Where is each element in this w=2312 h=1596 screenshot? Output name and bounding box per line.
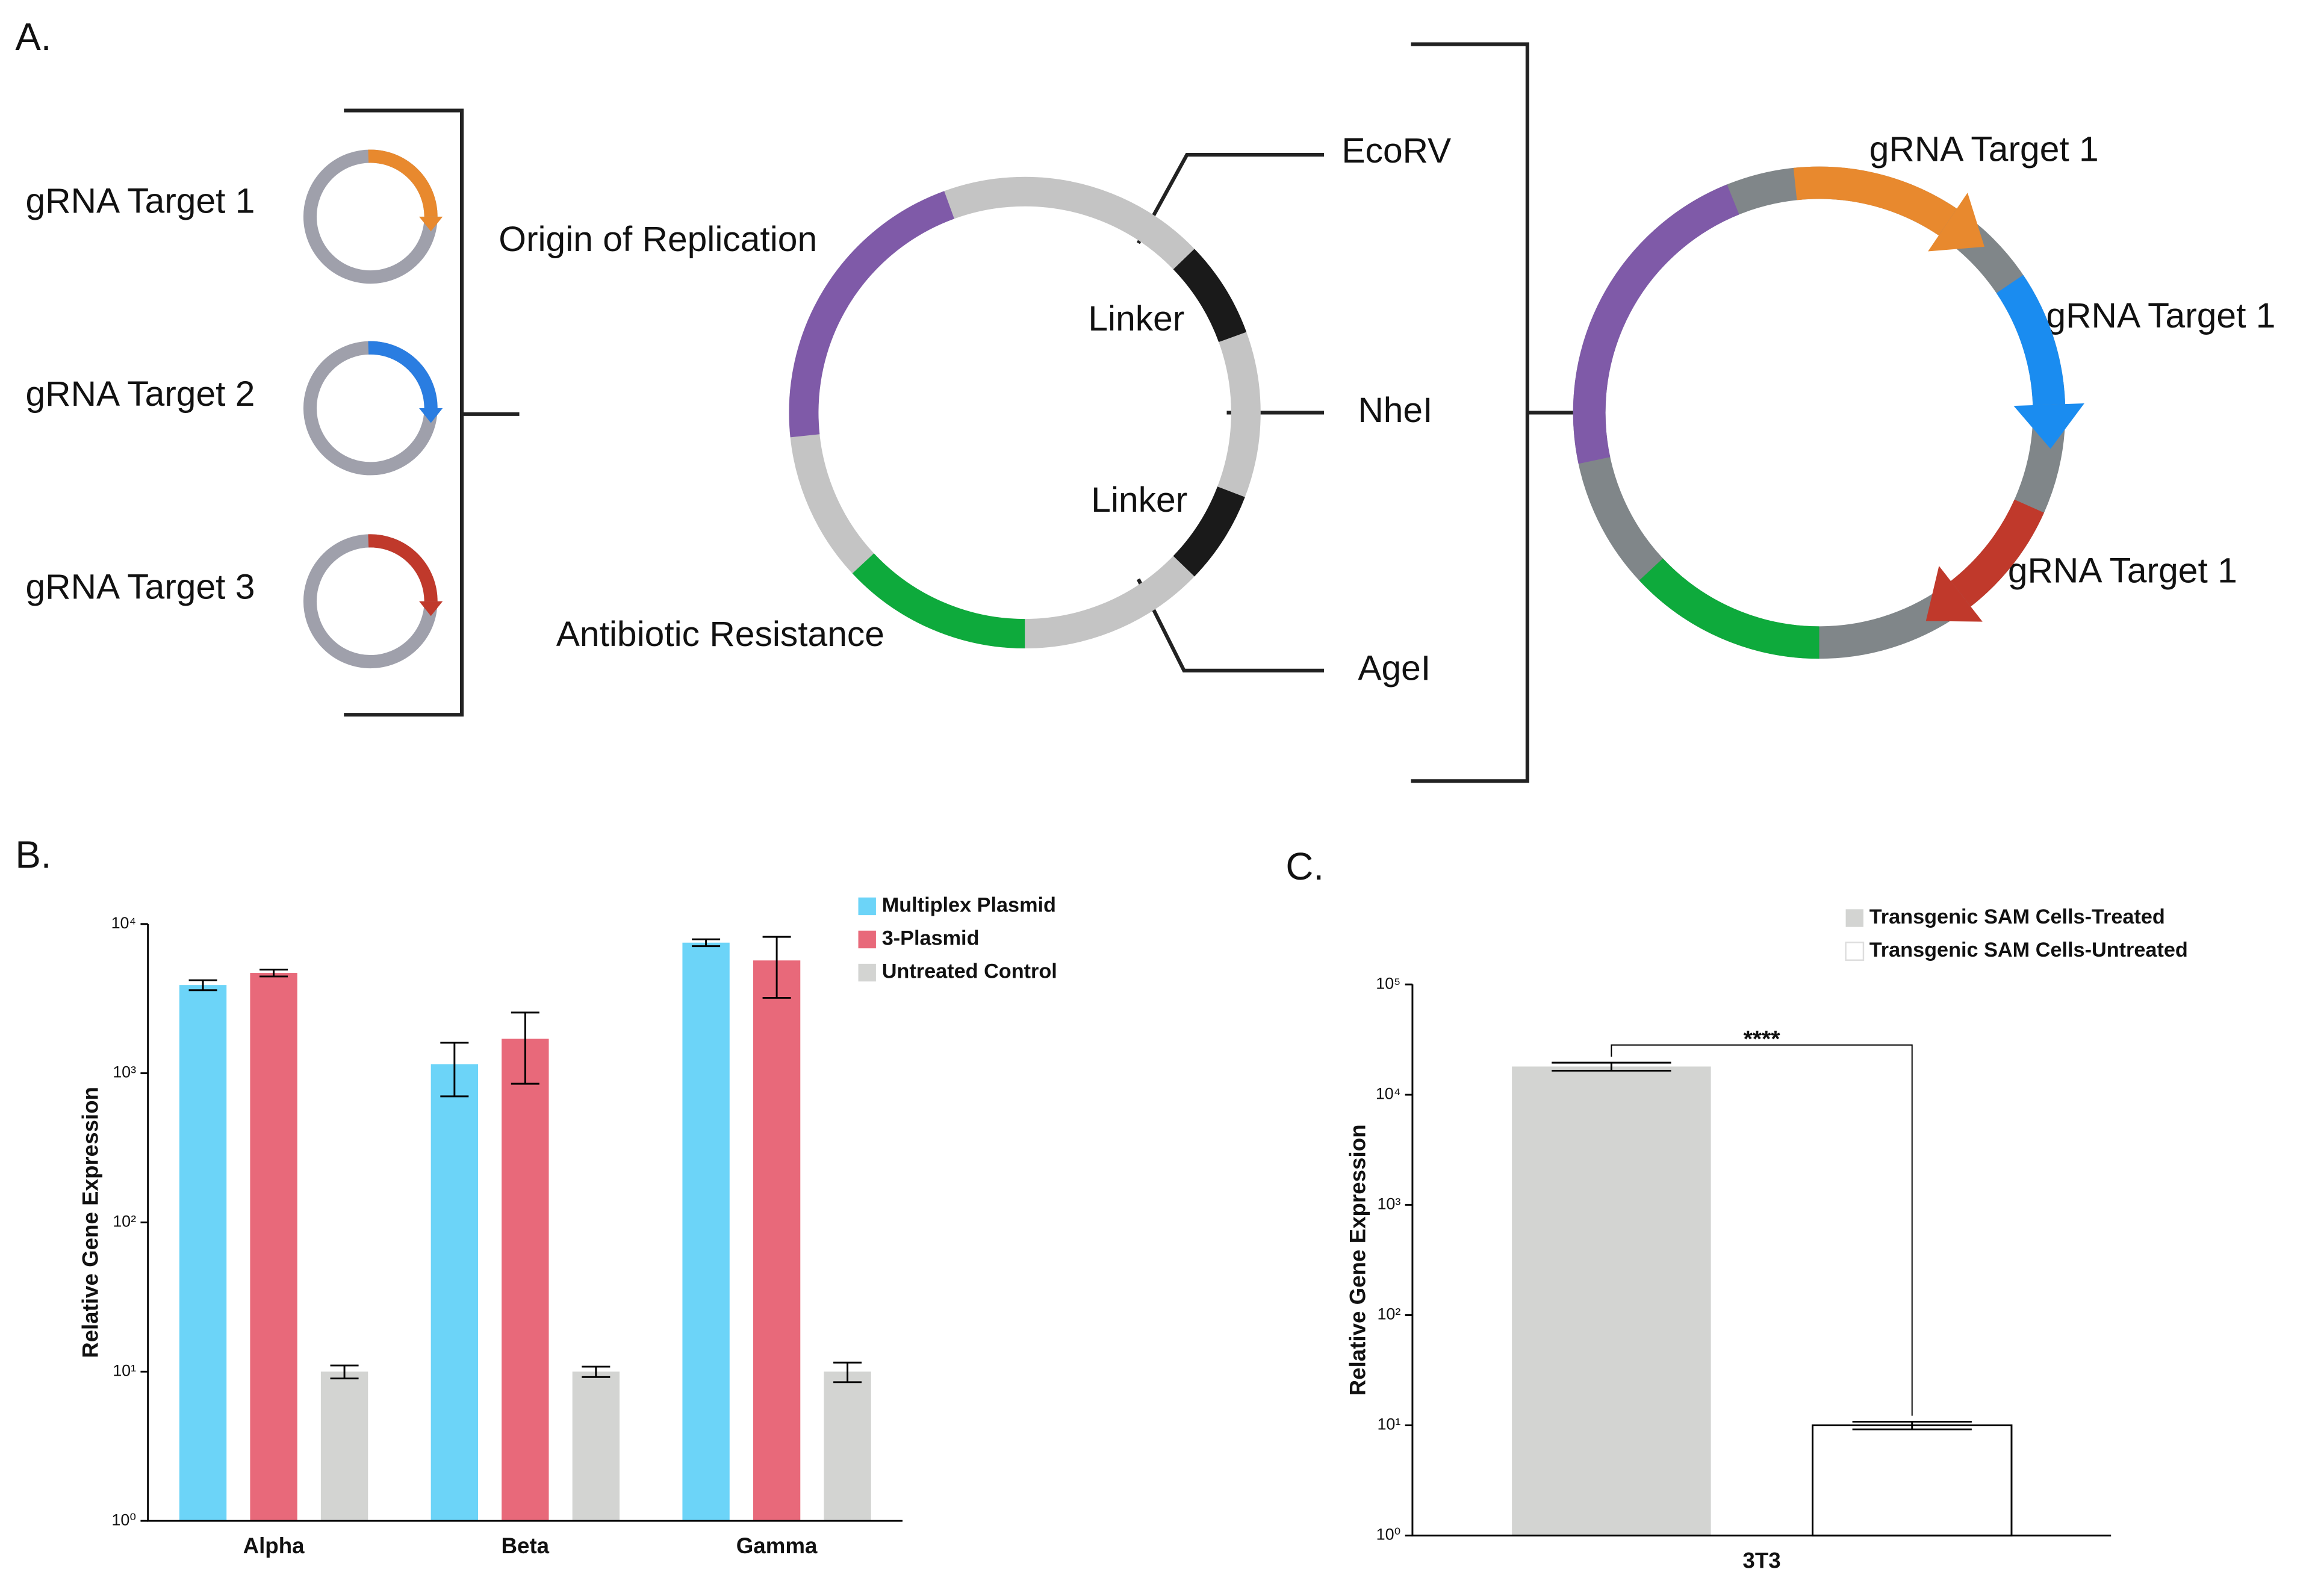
- bar: [179, 985, 227, 1521]
- y-axis-label: Relative Gene Expression: [78, 1087, 102, 1358]
- significance-bracket: [1611, 1044, 1913, 1416]
- plasmid-segment: [1950, 499, 2044, 607]
- error-bar: [259, 969, 288, 978]
- panel-label: B.: [15, 833, 51, 876]
- plasmid-segment: [368, 149, 438, 217]
- error-bar: [440, 1042, 469, 1098]
- insert-label: gRNA Target 3: [26, 568, 255, 607]
- legend-label: Transgenic SAM Cells-Treated: [1869, 905, 2165, 928]
- bar: [502, 1039, 549, 1521]
- plasmid-segment: [368, 341, 438, 409]
- error-bar: [762, 936, 791, 999]
- bar: [430, 1064, 478, 1521]
- legend-swatch: [858, 963, 876, 982]
- axes: [1411, 984, 2112, 1537]
- legend-swatch: [858, 930, 876, 949]
- insert-label: gRNA Target 1: [1869, 130, 2099, 169]
- plasmid-segment: [789, 191, 954, 438]
- bar: [682, 942, 730, 1521]
- insert-label: gRNA Target 1: [2046, 296, 2275, 335]
- plasmid-segment: [1639, 558, 1819, 659]
- arrowhead: [1925, 566, 1983, 622]
- insert-label: gRNA Target 2: [26, 374, 255, 414]
- error-bar: [188, 979, 217, 992]
- y-tick-label: 10⁴: [111, 914, 136, 932]
- bar: [572, 1371, 620, 1521]
- plasmid-segment: [368, 534, 438, 602]
- plasmid-segment: [1573, 184, 1739, 464]
- legend-swatch: [858, 897, 876, 916]
- legend-swatch: [1845, 942, 1865, 961]
- y-tick-label: 10²: [1377, 1305, 1400, 1323]
- arrowhead: [2013, 403, 2084, 449]
- y-tick-label: 10⁰: [1376, 1526, 1401, 1544]
- y-tick-label: 10⁰: [111, 1511, 136, 1529]
- site-label: AgeI: [1358, 648, 1431, 688]
- error-bar: [1852, 1420, 1972, 1430]
- bar: [1512, 1066, 1711, 1536]
- bracket: [1411, 42, 1580, 783]
- legend-label: Multiplex Plasmid: [882, 893, 1056, 916]
- y-tick-label: 10²: [113, 1213, 136, 1231]
- plasmid-segment: [1173, 249, 1247, 343]
- feature-label: Antibiotic Resistance: [556, 615, 884, 654]
- plasmid-segment: [852, 553, 1025, 649]
- bar: [1812, 1424, 2013, 1537]
- panel-label: A.: [15, 16, 51, 58]
- bar: [250, 973, 297, 1521]
- insert-label: gRNA Target 1: [2008, 551, 2237, 591]
- y-tick-label: 10³: [1377, 1194, 1400, 1213]
- arrowhead: [1928, 193, 1984, 252]
- y-tick-label: 10¹: [1377, 1415, 1400, 1433]
- x-tick-label: Alpha: [243, 1533, 305, 1558]
- y-tick-label: 10⁴: [1376, 1084, 1401, 1102]
- y-tick-label: 10³: [113, 1063, 136, 1081]
- bar: [753, 960, 801, 1521]
- arrowhead: [419, 408, 443, 423]
- error-bar: [330, 1364, 359, 1380]
- plasmid-segment: [1996, 275, 2066, 406]
- legend-label: Untreated Control: [882, 960, 1057, 983]
- x-tick-label: 3T3: [1742, 1548, 1780, 1573]
- site-label: NheI: [1358, 391, 1432, 430]
- y-tick-label: 10⁵: [1376, 974, 1400, 992]
- x-tick-label: Beta: [502, 1533, 550, 1558]
- feature-label: Origin of Replication: [499, 220, 817, 259]
- error-bar: [1552, 1061, 1671, 1072]
- legend-label: 3-Plasmid: [882, 927, 980, 950]
- legend-label: Transgenic SAM Cells-Untreated: [1869, 939, 2188, 961]
- bracket: [344, 108, 520, 717]
- bar: [824, 1371, 871, 1521]
- arrowhead: [419, 216, 443, 232]
- error-bar: [692, 938, 721, 948]
- annotation: ****: [1744, 1026, 1781, 1052]
- arrowhead: [419, 601, 443, 616]
- plasmid-segment: [1173, 486, 1245, 577]
- feature-label: Linker: [1088, 299, 1184, 338]
- error-bar: [582, 1365, 611, 1378]
- x-tick-label: Gamma: [736, 1533, 818, 1558]
- feature-label: Linker: [1091, 480, 1187, 520]
- y-tick-label: 10¹: [113, 1361, 136, 1379]
- error-bar: [511, 1011, 539, 1085]
- axes: [147, 924, 903, 1522]
- panel-label: C.: [1285, 845, 1324, 888]
- error-bar: [833, 1361, 862, 1383]
- bar: [320, 1371, 368, 1521]
- y-axis-label: Relative Gene Expression: [1346, 1124, 1370, 1396]
- site-label: EcoRV: [1341, 131, 1451, 170]
- insert-label: gRNA Target 1: [26, 181, 255, 220]
- plasmid-segment: [1793, 166, 1957, 236]
- legend-swatch: [1845, 909, 1863, 927]
